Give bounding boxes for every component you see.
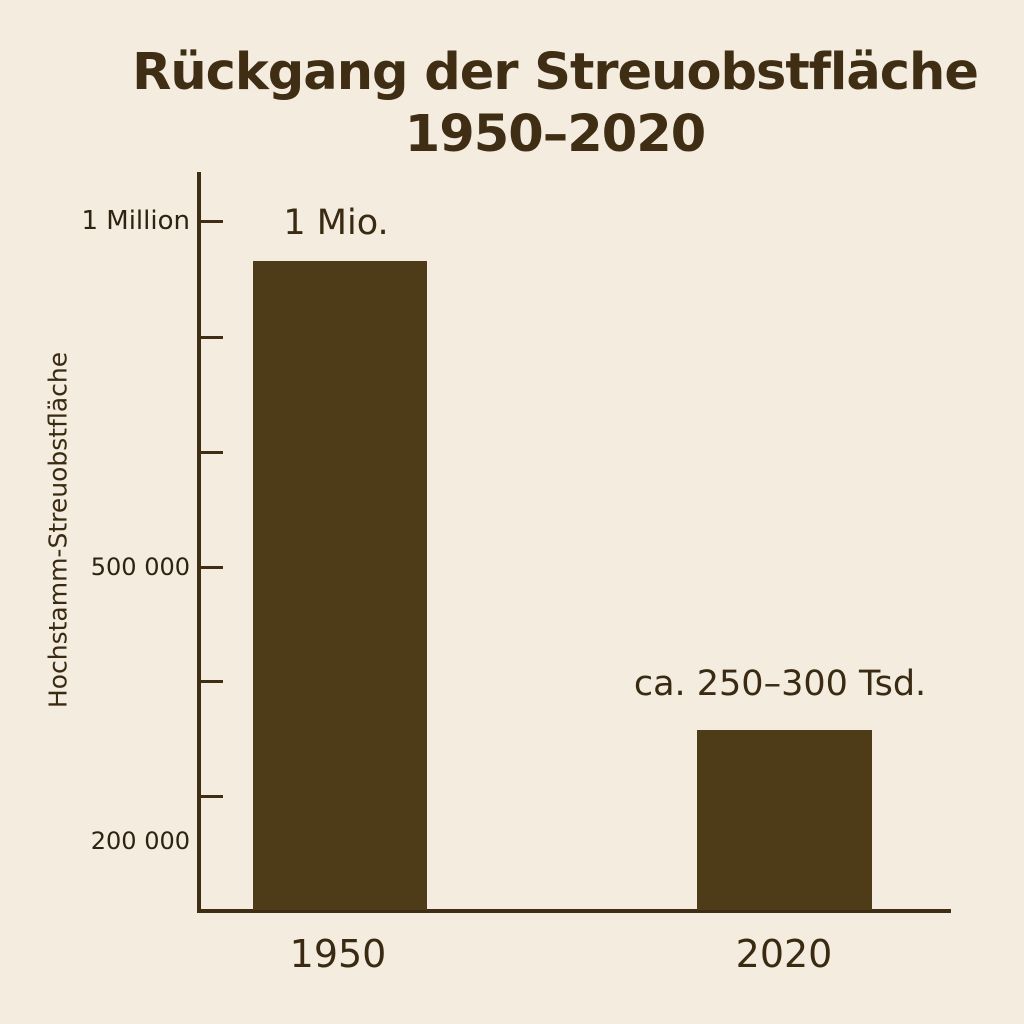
y-tick: [199, 566, 223, 569]
y-tick-label: 500 000: [90, 553, 190, 581]
y-axis-label: Hochstamm-Streuobstfläche: [43, 351, 73, 709]
chart-title-line-2: 1950–2020: [404, 105, 706, 164]
y-tick: [199, 220, 223, 223]
bar-value-label-2020: ca. 250–300 Tsd.: [633, 664, 927, 704]
chart-title: Rückgang der Streuobstfläche 1950–2020: [0, 42, 1024, 166]
bar-value-label-1950: 1 Mio.: [283, 203, 389, 243]
x-tick-label-2020: 2020: [735, 932, 833, 976]
y-tick-label: 1 Million: [81, 206, 190, 236]
bar-2020: [697, 730, 872, 910]
y-tick: [199, 680, 223, 683]
y-tick: [199, 795, 223, 798]
bar-1950: [253, 261, 427, 910]
y-tick: [199, 451, 223, 454]
y-tick: [199, 336, 223, 339]
chart-title-line-1: Rückgang der Streuobstfläche: [132, 43, 979, 102]
y-axis-line: [197, 172, 201, 913]
x-tick-label-1950: 1950: [289, 932, 387, 976]
x-axis-line: [197, 909, 951, 913]
y-tick-label: 200 000: [90, 827, 190, 855]
